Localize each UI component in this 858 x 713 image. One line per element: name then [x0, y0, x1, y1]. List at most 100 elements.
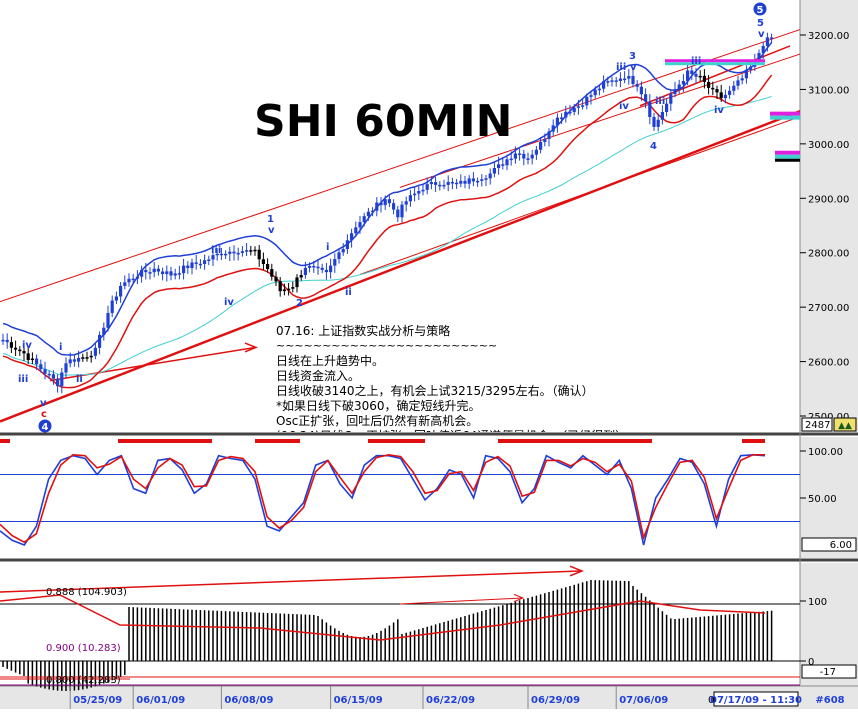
candle-body — [728, 90, 732, 95]
candle-body — [198, 263, 202, 266]
wave-label: iii — [18, 374, 28, 385]
osc-current-value: 6.00 — [830, 540, 852, 551]
price-panel[interactable] — [0, 0, 800, 432]
candle-body — [488, 173, 492, 179]
candle-body — [455, 182, 459, 185]
wave-label: ii — [76, 374, 83, 385]
candle-body — [476, 180, 480, 183]
candle-body — [282, 289, 286, 292]
candle-body — [484, 178, 488, 180]
candle-body — [513, 153, 517, 159]
candle-body — [5, 339, 9, 343]
candle-body — [429, 182, 433, 185]
candle-body — [644, 94, 648, 102]
candle-body — [749, 66, 753, 70]
candle-body — [770, 37, 774, 39]
x-tick-label: 06/15/09 — [334, 695, 383, 706]
candle-body — [442, 184, 446, 187]
trend-line — [359, 116, 801, 275]
candle-body — [610, 80, 614, 82]
candle-body — [341, 249, 345, 253]
candle-body — [119, 285, 123, 297]
candle-body — [274, 276, 278, 282]
osc-panel[interactable] — [0, 437, 800, 558]
signal-bar — [255, 439, 300, 443]
candle-body — [665, 103, 669, 113]
candle-body — [467, 178, 471, 184]
candle-body — [732, 85, 736, 91]
candle-body — [690, 70, 694, 74]
x-tick-label: 06/22/09 — [426, 695, 475, 706]
y-tick-label: 2800.00 — [808, 249, 849, 260]
annotation-line: *如果日线下破3060，确定短线升完。 — [276, 398, 481, 413]
osc-current-box: 6.00 — [801, 537, 857, 552]
candle-body — [127, 278, 131, 283]
candle-body — [224, 253, 228, 256]
candle-body — [581, 105, 585, 107]
candle-body — [102, 327, 106, 335]
candle-body — [39, 364, 43, 370]
wave-label: iii — [211, 245, 221, 256]
candle-body — [417, 191, 421, 194]
candle-body — [240, 251, 244, 253]
candle-body — [215, 253, 219, 256]
y-tick-label: 2700.00 — [808, 303, 849, 314]
trend-line — [399, 53, 801, 188]
candle-body — [408, 195, 412, 202]
candle-body — [173, 273, 177, 276]
candle-body — [123, 282, 127, 286]
candle-body — [303, 267, 307, 276]
candle-body — [623, 78, 627, 81]
candle-body — [257, 249, 261, 260]
time-cursor: 0 07/17/09 - 11:30 #608 — [708, 691, 856, 707]
annotation-line: 日线在上升趋势中。 — [276, 353, 384, 368]
candle-body — [165, 271, 169, 275]
annotation-line: 日线资金流入。 — [276, 368, 360, 383]
candle-body — [446, 181, 450, 185]
candle-body — [711, 87, 715, 90]
y-tick-label: 2900.00 — [808, 194, 849, 205]
wave-label: ii — [345, 287, 352, 298]
candle-body — [278, 281, 282, 292]
candle-body — [413, 193, 417, 196]
candle-body — [765, 37, 769, 46]
candle-body — [64, 363, 68, 373]
candle-body — [1, 339, 5, 342]
candle-body — [152, 268, 156, 273]
candle-body — [337, 252, 341, 260]
candle-body — [736, 80, 740, 86]
chart-title: SHI 60MIN — [254, 96, 512, 147]
candle-body — [186, 265, 190, 269]
macd-current-value: -17 — [820, 667, 836, 678]
y-tick-label: 50.00 — [808, 494, 837, 505]
candle-body — [568, 111, 572, 114]
annotation-divider: ~~~~~~~~~~~~~~~~~~~~~~~~ — [276, 339, 497, 352]
candle-body — [723, 94, 727, 99]
wave-circle-label: 4 — [42, 422, 49, 433]
candle-body — [156, 268, 160, 272]
candle-body — [576, 106, 580, 108]
support-marker — [775, 154, 800, 159]
candle-body — [9, 342, 13, 348]
price-current-value: 2487 — [805, 420, 830, 431]
annotation-block: 07.16: 上证指数实战分析与策略 ~~~~~~~~~~~~~~~~~~~~~… — [276, 323, 627, 432]
mode-icon[interactable]: ▲▲ — [838, 421, 852, 431]
candle-body — [547, 131, 551, 139]
candle-body — [471, 178, 475, 182]
candle-body — [555, 117, 559, 126]
wave-label: i — [326, 242, 329, 253]
candle-body — [358, 222, 362, 228]
candle-body — [169, 271, 173, 276]
wave-circle-4: 4 — [38, 419, 52, 433]
annotation-line: 日线收破3140之上，有机会上试3215/3295左右。（确认） — [276, 383, 594, 398]
candle-body — [438, 184, 442, 187]
candle-body — [450, 181, 454, 184]
mode-icon[interactable] — [833, 417, 857, 432]
fib-label: 0.900 (10.283) — [46, 643, 121, 654]
candle-body — [14, 347, 18, 350]
candle-body — [551, 125, 555, 132]
candle-body — [618, 78, 622, 81]
candle-body — [329, 265, 333, 273]
candle-body — [404, 201, 408, 205]
